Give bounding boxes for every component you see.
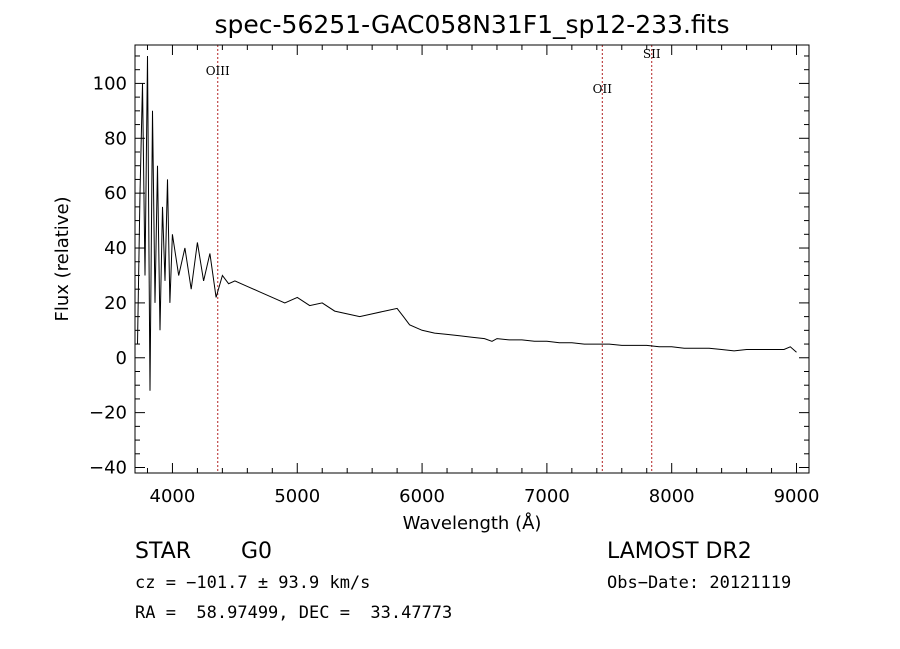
sky-coordinates: RA = 58.97499, DEC = 33.47773 bbox=[135, 603, 453, 623]
observation-date: Obs−Date: 20121119 bbox=[607, 573, 792, 593]
x-tick-label: 6000 bbox=[399, 486, 445, 507]
marker-label-sii: SII bbox=[643, 47, 661, 61]
x-axis-label: Wavelength (Å) bbox=[403, 512, 542, 534]
y-tick-label: −20 bbox=[89, 403, 127, 424]
x-tick-label: 9000 bbox=[774, 486, 820, 507]
y-tick-label: 40 bbox=[104, 238, 127, 259]
y-tick-label: 80 bbox=[104, 128, 127, 149]
marker-label-oii: OII bbox=[593, 82, 613, 96]
survey-name: LAMOST DR2 bbox=[607, 539, 752, 564]
emission-line-markers: OIII OII SII bbox=[206, 45, 661, 473]
y-tick-label: 100 bbox=[93, 73, 127, 94]
y-tick-label: −40 bbox=[89, 458, 127, 479]
spectrum-line-0 bbox=[137, 55, 797, 391]
plot-frame bbox=[134, 44, 810, 474]
marker-label-oiii: OIII bbox=[206, 64, 230, 78]
x-tick-label: 4000 bbox=[150, 486, 196, 507]
x-tick-label: 5000 bbox=[274, 486, 320, 507]
y-tick-label: 0 bbox=[116, 348, 127, 369]
chart-title: spec-56251-GAC058N31F1_sp12-233.fits bbox=[215, 10, 730, 39]
spectral-subclass: G0 bbox=[241, 539, 273, 564]
axis-ticks: 4000 5000 6000 7000 8000 9000 −40 −20 0 20 40 60 80 1… bbox=[89, 45, 819, 507]
y-tick-label: 20 bbox=[104, 293, 127, 314]
y-axis-label: Flux (relative) bbox=[52, 196, 73, 321]
x-tick-label: 8000 bbox=[649, 486, 695, 507]
spectrum-series bbox=[137, 55, 797, 391]
y-tick-label: 60 bbox=[104, 183, 127, 204]
object-class: STAR bbox=[135, 539, 192, 564]
redshift-velocity: cz = −101.7 ± 93.9 km/s bbox=[135, 573, 371, 593]
x-tick-label: 7000 bbox=[524, 486, 570, 507]
